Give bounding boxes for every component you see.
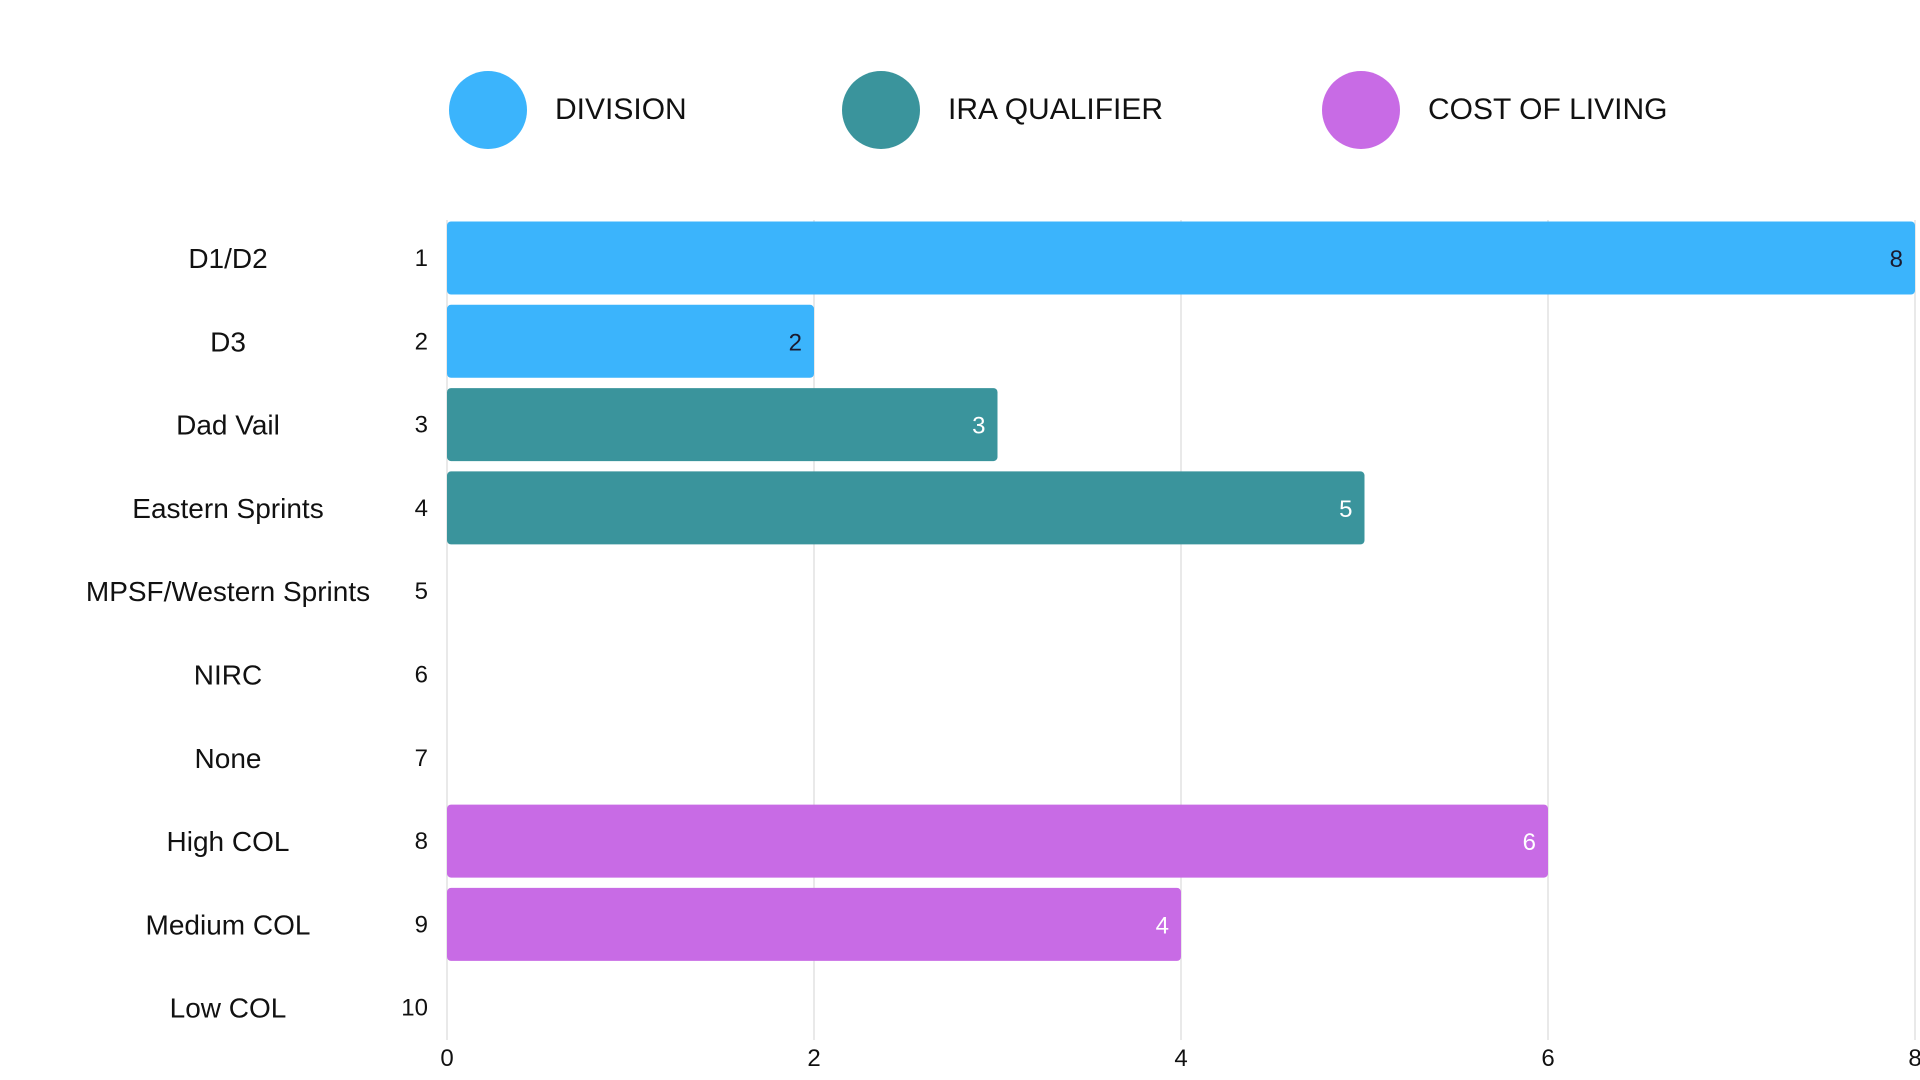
category-label: MPSF/Western Sprints [86,576,370,607]
category-index: 5 [415,578,428,605]
bar-d1-d2 [447,221,1915,295]
legend-item-division: DIVISION [449,70,687,150]
data-label: 6 [1523,829,1536,856]
data-label: 4 [1156,912,1169,939]
x-tick-label-8: 8 [1908,1045,1920,1072]
category-index: 4 [415,495,428,522]
legend-label-division: DIVISION [555,93,687,126]
category-index: 6 [415,662,428,689]
category-label: High COL [167,826,290,857]
legend-label-ira-qualifier: IRA QUALIFIER [948,93,1164,126]
legend: DIVISION IRA QUALIFIER COST OF LIVING [0,70,1920,150]
category-label: D3 [210,326,246,357]
legend-item-cost-of-living: COST OF LIVING [1322,70,1668,150]
category-index: 9 [415,911,428,938]
bar-high-col [447,804,1548,878]
legend-label-cost-of-living: COST OF LIVING [1428,93,1668,126]
category-label: Eastern Sprints [132,493,323,524]
category-index: 7 [415,745,428,772]
bar-medium-col [447,887,1181,961]
x-tick-label-2: 2 [807,1045,820,1072]
category-index: 1 [415,245,428,272]
category-label: D1/D2 [188,243,267,274]
bar-d3 [447,304,814,378]
x-tick-label-6: 6 [1541,1045,1554,1072]
data-label: 2 [789,329,802,356]
x-tick-label-4: 4 [1174,1045,1187,1072]
legend-item-ira-qualifier: IRA QUALIFIER [842,70,1163,150]
category-index: 8 [415,828,428,855]
category-index: 3 [415,412,428,439]
data-label: 5 [1339,496,1352,523]
legend-swatch-division [449,71,527,149]
bar-dad-vail [447,388,998,462]
category-label: Medium COL [146,909,311,940]
legend-swatch-cost-of-living [1322,71,1400,149]
data-label: 8 [1890,246,1903,273]
x-tick-label-0: 0 [440,1045,453,1072]
data-label: 3 [972,413,985,440]
category-label: None [195,743,262,774]
category-index: 2 [415,328,428,355]
category-label: Low COL [170,993,287,1024]
category-label: Dad Vail [176,410,280,441]
category-index: 10 [401,995,428,1022]
bar-eastern-sprints [447,471,1365,545]
category-label: NIRC [194,660,262,691]
legend-swatch-ira-qualifier [842,71,920,149]
